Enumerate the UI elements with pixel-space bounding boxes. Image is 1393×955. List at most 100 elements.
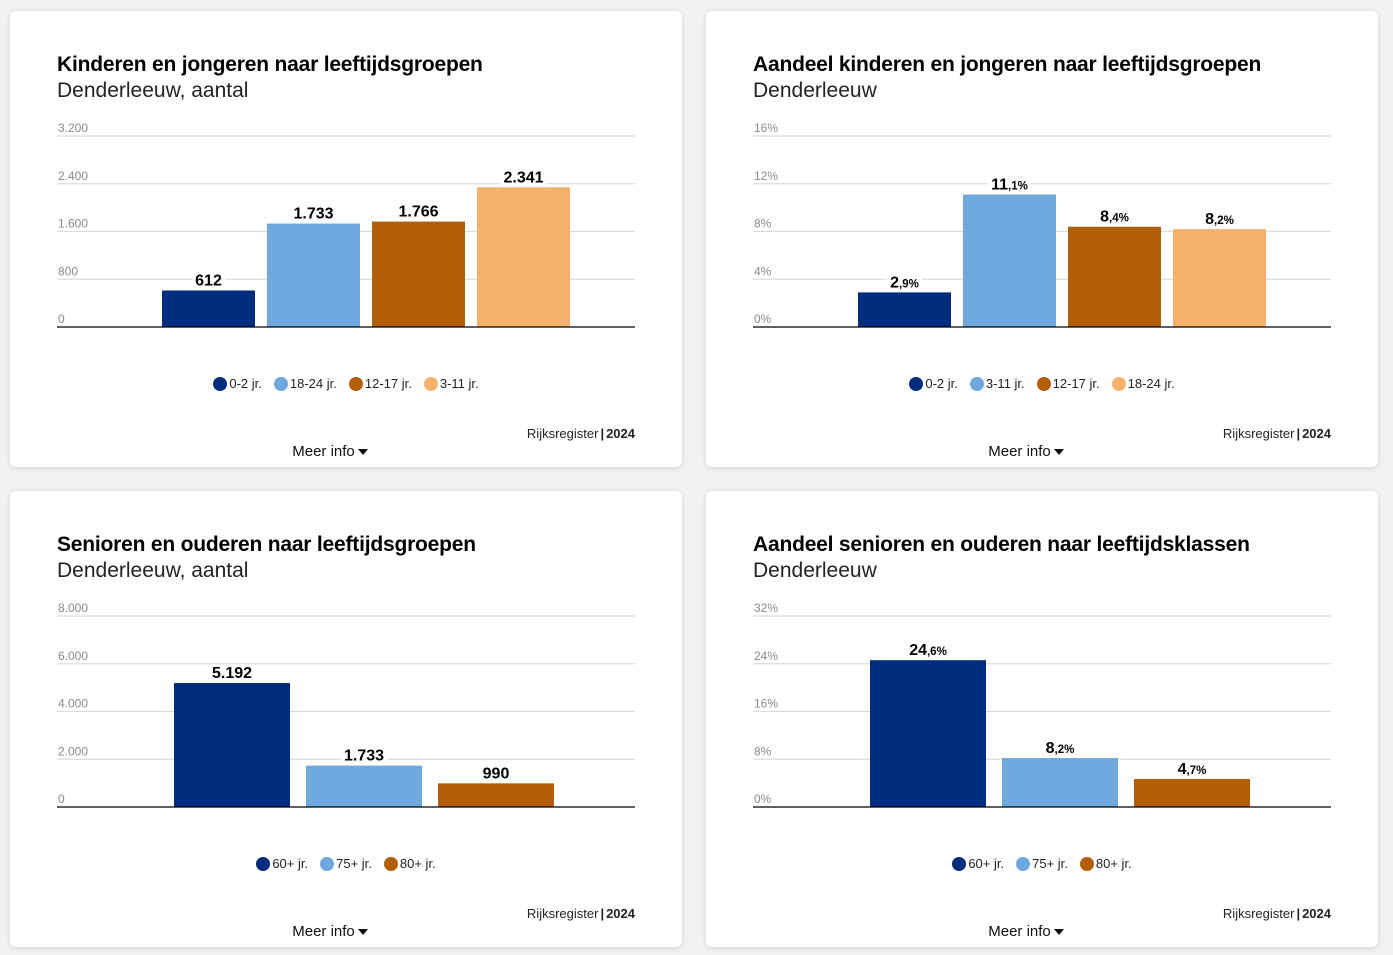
more-info-label: Meer info [988,923,1051,940]
value-label: 8,4% [1097,209,1132,226]
y-tick-label: 0% [754,312,772,326]
caret-down-icon [1053,449,1064,456]
y-tick-label: 0 [58,792,65,806]
source-separator: | [1296,906,1301,921]
data-source: Rijksregister | 2024 [1223,906,1331,921]
y-tick-label: 16% [754,121,778,135]
bar-chart: 0 800 1.600 2.400 3.200 612 1.733 1.766 2.341 [57,121,635,328]
more-info-button[interactable]: Meer info [10,443,682,460]
y-tick-label: 12% [754,169,778,183]
source-separator: | [600,906,605,921]
legend-item[interactable]: 75+ jr. [320,856,372,871]
legend-item[interactable]: 18-24 jr. [273,376,337,391]
chart-title: Aandeel kinderen en jongeren naar leefti… [753,53,1262,76]
legend-label: 12-17 jr. [1052,376,1100,391]
svg-text:8,4%: 8,4% [1100,209,1129,226]
legend-label: 75+ jr. [1032,856,1068,871]
chart-legend: 60+ jr. 75+ jr. 80+ jr. [10,856,682,871]
bar-chart: 0 2.000 4.000 6.000 8.000 5.192 1.733 990 [57,601,635,808]
legend-item[interactable]: 75+ jr. [1016,856,1068,871]
chart-subtitle: Denderleeuw [753,79,877,102]
bar-3-11-jr[interactable] [267,223,360,327]
legend-item[interactable]: 60+ jr. [952,856,1004,871]
more-info-button[interactable]: Meer info [10,923,682,940]
chart-card-kinderen-aantal: Kinderen en jongeren naar leeftijdsgroep… [10,11,682,467]
svg-text:11,1%: 11,1% [991,176,1028,193]
bar-12-17-jr[interactable] [1068,226,1161,327]
legend-item[interactable]: 0-2 jr. [213,376,262,391]
legend-dot-icon [423,376,438,391]
svg-text:2,9%: 2,9% [890,274,919,291]
value-label: 4,7% [1174,761,1210,778]
value-label: 24,6% [906,642,950,660]
value-label: 1.766 [395,204,442,221]
value-label: 8,2% [1202,211,1237,229]
data-source: Rijksregister | 2024 [1223,426,1331,441]
bar-60-jr[interactable] [870,660,986,807]
bar-80-jr[interactable] [1134,778,1250,807]
legend-label: 80+ jr. [1095,856,1132,871]
chart-title: Aandeel senioren en ouderen naar leeftij… [753,533,1250,556]
source-year: 2024 [1302,426,1331,441]
y-tick-label: 8% [754,744,772,758]
svg-text:612: 612 [195,272,222,289]
legend-item[interactable]: 12-17 jr. [348,376,412,391]
legend-label: 18-24 jr. [289,376,337,391]
chart-legend: 0-2 jr. 18-24 jr. 12-17 jr. 3-11 jr. [10,376,682,391]
legend-item[interactable]: 18-24 jr. [1111,376,1175,391]
value-label: 8,2% [1042,740,1078,758]
bar-0-2-jr[interactable] [858,292,951,327]
chart-subtitle: Denderleeuw, aantal [57,559,249,582]
y-tick-label: 2.000 [58,744,88,758]
y-tick-label: 3.200 [58,121,88,135]
bar-chart: 0% 4% 8% 12% 16% 2,9% 11,1% 8,4% 8,2% [753,121,1331,328]
legend-dot-icon [1111,376,1126,391]
legend-item[interactable]: 3-11 jr. [969,376,1025,391]
bar-3-11-jr[interactable] [963,194,1056,327]
legend-label: 75+ jr. [336,856,372,871]
y-tick-label: 32% [754,601,778,615]
bar-18-24-jr[interactable] [477,187,570,327]
value-label: 990 [479,765,513,783]
caret-down-icon [357,929,368,936]
svg-text:990: 990 [483,765,510,782]
chart-subtitle: Denderleeuw [753,559,877,582]
legend-item[interactable]: 80+ jr. [383,856,436,871]
bar-75-jr[interactable] [1002,758,1118,807]
legend-label: 18-24 jr. [1127,376,1175,391]
legend-dot-icon [909,376,924,391]
source-name: Rijksregister [1222,906,1295,921]
more-info-button[interactable]: Meer info [706,923,1378,940]
bar-12-17-jr[interactable] [372,221,465,327]
legend-dot-icon [320,856,335,871]
legend-label: 60+ jr. [968,856,1005,871]
legend-item[interactable]: 0-2 jr. [909,376,958,391]
source-year: 2024 [1302,906,1331,921]
bar-18-24-jr[interactable] [1173,229,1266,327]
bar-60-jr[interactable] [174,683,290,807]
more-info-button[interactable]: Meer info [706,443,1378,460]
bar-75-jr[interactable] [306,765,422,807]
y-tick-label: 16% [754,697,778,711]
legend-item[interactable]: 80+ jr. [1079,856,1132,871]
y-tick-label: 2.400 [58,169,88,183]
chart-legend: 0-2 jr. 3-11 jr. 12-17 jr. 18-24 jr. [706,376,1378,391]
legend-label: 12-17 jr. [364,376,412,391]
value-label: 11,1% [988,176,1031,194]
svg-text:1.733: 1.733 [293,206,333,223]
bar-chart: 0% 8% 16% 24% 32% 24,6% 8,2% 4,7% [753,601,1331,808]
bar-0-2-jr[interactable] [162,290,255,327]
value-label: 1.733 [290,206,337,223]
more-info-label: Meer info [292,923,355,940]
caret-down-icon [1053,929,1064,936]
legend-dot-icon [273,376,288,391]
svg-text:8,2%: 8,2% [1205,211,1234,228]
legend-item[interactable]: 60+ jr. [256,856,308,871]
legend-label: 3-11 jr. [985,376,1025,391]
value-label: 612 [192,272,225,290]
bar-80-jr[interactable] [438,783,554,807]
legend-item[interactable]: 12-17 jr. [1036,376,1100,391]
source-name: Rijksregister [526,906,599,921]
y-tick-label: 4% [754,264,772,278]
legend-item[interactable]: 3-11 jr. [423,376,479,391]
